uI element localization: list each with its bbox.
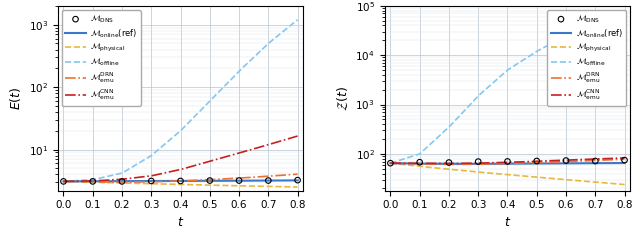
Point [146,179,156,183]
Y-axis label: $\mathcal{Z}(t)$: $\mathcal{Z}(t)$ [335,86,350,111]
Point [620,158,630,162]
Point [117,179,127,183]
Point [58,179,68,183]
Point [175,179,186,183]
Point [473,160,483,164]
Point [502,160,513,163]
Point [385,161,396,165]
Point [263,179,273,183]
X-axis label: $t$: $t$ [504,216,511,229]
Point [444,161,454,165]
Legend: $\mathcal{M}_\mathrm{DNS}$, $\mathcal{M}_\mathrm{online}(\mathrm{ref})$, $\mathc: $\mathcal{M}_\mathrm{DNS}$, $\mathcal{M}… [62,10,141,106]
Legend: $\mathcal{M}_\mathrm{DNS}$, $\mathcal{M}_\mathrm{online}(\mathrm{ref})$, $\mathc: $\mathcal{M}_\mathrm{DNS}$, $\mathcal{M}… [547,10,626,106]
Point [532,159,542,163]
Point [561,159,571,162]
Point [590,159,600,163]
Point [88,179,98,183]
Y-axis label: $E(t)$: $E(t)$ [8,87,23,110]
X-axis label: $t$: $t$ [177,216,184,229]
Point [205,179,215,183]
Point [415,160,425,164]
Point [234,179,244,183]
Point [292,178,303,182]
